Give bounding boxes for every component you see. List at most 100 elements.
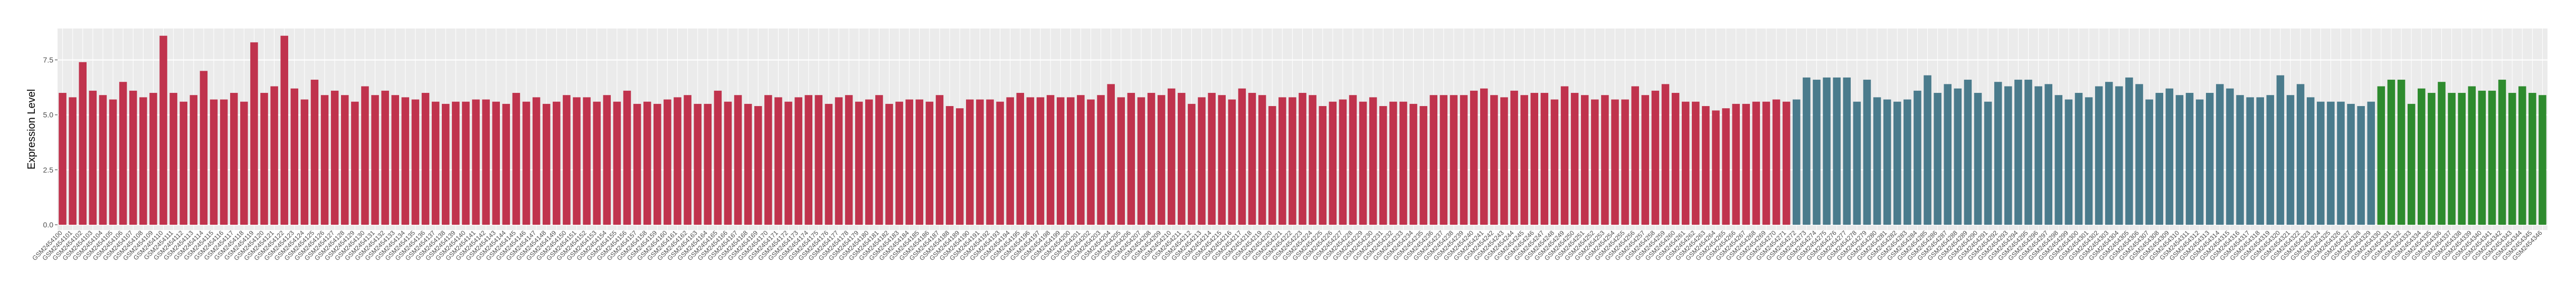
bar: [280, 35, 288, 225]
bar: [512, 93, 520, 225]
bar: [875, 95, 883, 225]
bar: [2085, 97, 2093, 225]
bar: [2075, 93, 2083, 225]
bar: [784, 101, 792, 225]
bar: [220, 99, 228, 225]
bar: [2306, 97, 2315, 225]
bar: [2377, 86, 2385, 225]
bar: [2004, 86, 2012, 225]
bar: [1359, 101, 1367, 225]
bar: [2216, 84, 2224, 225]
bar: [744, 103, 752, 225]
bar: [2488, 90, 2496, 225]
bar: [2226, 88, 2234, 225]
bar: [1530, 93, 1538, 225]
bar: [1218, 95, 1226, 225]
bar: [835, 97, 843, 225]
bar: [1480, 88, 1488, 225]
bar: [210, 99, 218, 225]
bar: [2428, 93, 2436, 225]
bar: [1137, 97, 1145, 225]
bar: [1006, 97, 1014, 225]
bar: [2498, 80, 2506, 225]
bar: [2327, 101, 2335, 225]
bar: [2367, 101, 2375, 225]
bar: [2155, 93, 2164, 225]
bar: [99, 95, 107, 225]
bar: [200, 71, 208, 225]
bar: [1097, 95, 1105, 225]
bar: [1692, 101, 1700, 225]
bar: [1732, 103, 1740, 225]
bar: [986, 99, 994, 225]
bar: [1167, 88, 1176, 225]
bar: [1046, 95, 1055, 225]
bar: [1228, 99, 1236, 225]
bar: [714, 90, 722, 225]
bar: [2357, 106, 2365, 225]
bar: [190, 95, 198, 225]
bar: [1924, 75, 1931, 225]
bar: [1540, 93, 1549, 225]
bar: [240, 101, 248, 225]
bar: [2054, 95, 2063, 225]
bar: [684, 95, 692, 225]
bar: [563, 95, 571, 225]
bar: [1238, 88, 1246, 225]
bar: [654, 103, 661, 225]
bar: [1994, 82, 2002, 225]
bar: [1752, 101, 1760, 225]
bar: [2539, 95, 2546, 225]
bar: [1309, 95, 1317, 225]
bar: [542, 103, 551, 225]
bar: [1319, 106, 1327, 225]
bar: [522, 101, 531, 225]
y-tick-label: 5.0: [43, 111, 54, 119]
bar: [351, 101, 359, 225]
bar: [2185, 93, 2194, 225]
bar: [1490, 95, 1498, 225]
bar: [330, 90, 339, 225]
bar: [2044, 84, 2052, 225]
bar: [1823, 77, 1831, 225]
bar: [169, 93, 177, 225]
bar: [2236, 95, 2244, 225]
bar: [674, 97, 681, 225]
bar: [300, 99, 309, 225]
bar: [1974, 93, 1982, 225]
bar: [290, 88, 299, 225]
bar: [1329, 101, 1337, 225]
bar: [2165, 88, 2174, 225]
bar: [1954, 88, 1962, 225]
bar: [1661, 84, 1670, 225]
bar: [1793, 99, 1801, 225]
bar: [59, 93, 67, 225]
bar: [593, 101, 601, 225]
bar: [1127, 93, 1135, 225]
bar: [734, 95, 742, 225]
bar: [2014, 80, 2022, 225]
bar: [502, 103, 510, 225]
bar: [1198, 97, 1206, 225]
bar: [89, 90, 97, 225]
bar: [815, 95, 823, 225]
bar: [2034, 86, 2042, 225]
bar: [2458, 93, 2466, 225]
bar: [1671, 93, 1680, 225]
bar: [573, 97, 581, 225]
bar: [2115, 86, 2123, 225]
bar: [1722, 108, 1730, 225]
bar: [2105, 82, 2113, 225]
bar: [2195, 99, 2204, 225]
bar: [704, 103, 712, 225]
bar: [1500, 97, 1508, 225]
bar: [1470, 90, 1478, 225]
bar: [1782, 101, 1791, 225]
bar: [2145, 99, 2153, 225]
bar: [2397, 80, 2405, 225]
bar: [462, 101, 470, 225]
bar: [885, 103, 893, 225]
bar: [250, 42, 258, 225]
bar: [119, 82, 127, 225]
